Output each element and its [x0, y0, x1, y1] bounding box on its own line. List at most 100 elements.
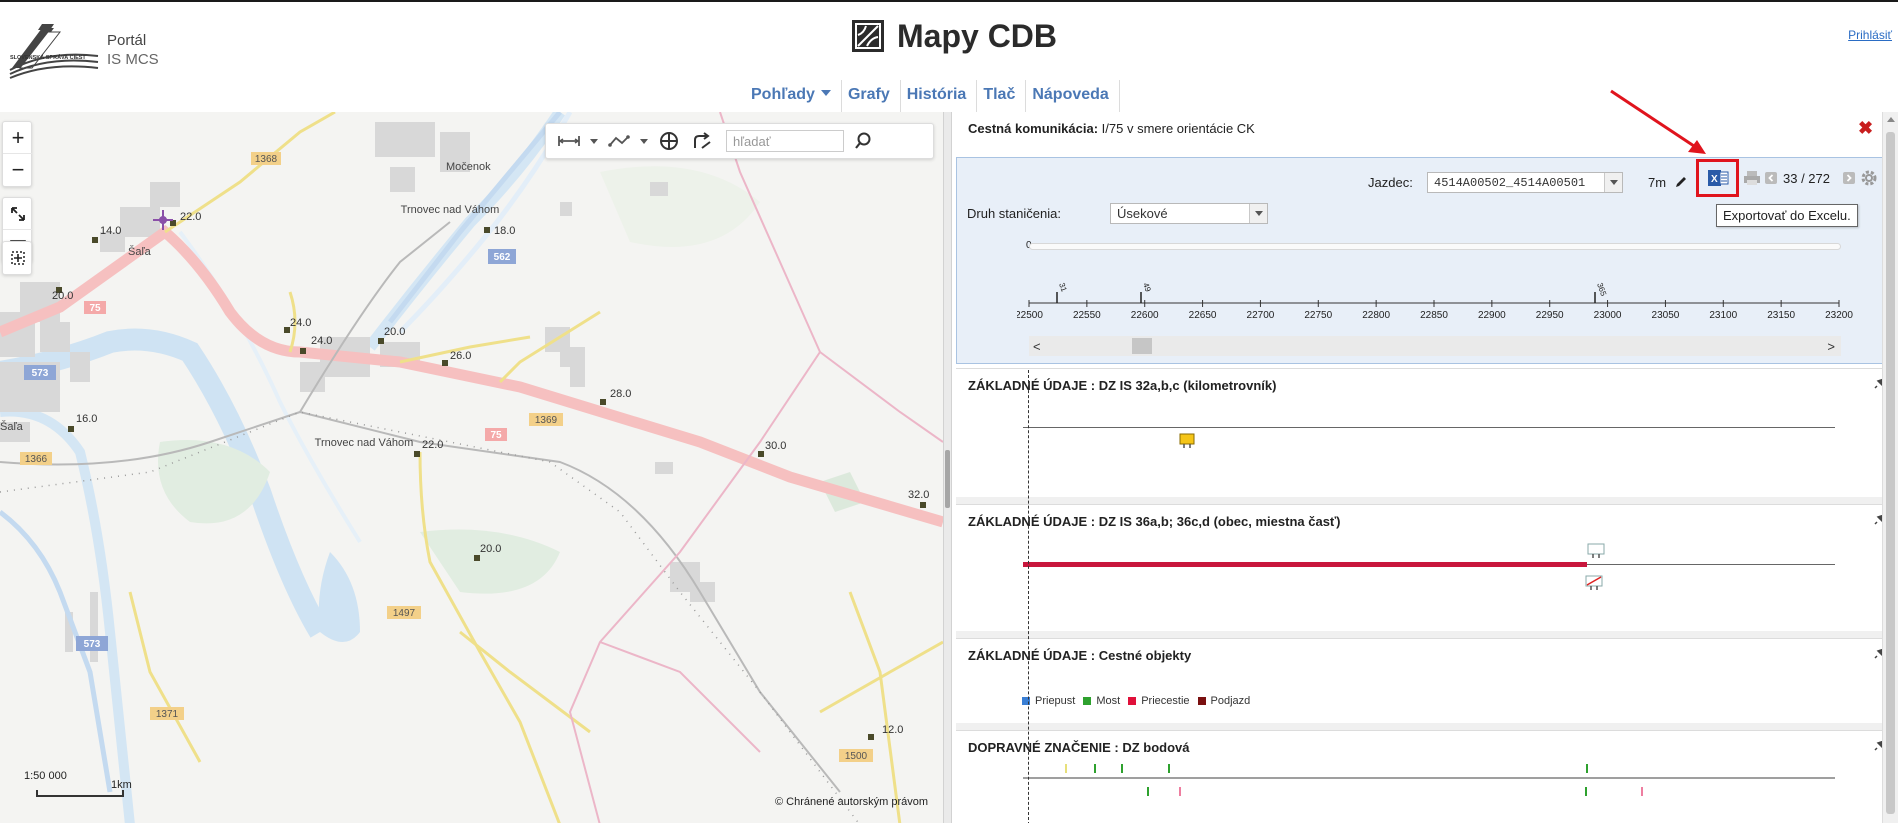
app-title-text: Mapy CDB: [897, 17, 1058, 54]
fullscreen-button[interactable]: [3, 198, 33, 230]
splitter-handle[interactable]: [945, 450, 950, 508]
svg-text:24.0: 24.0: [311, 335, 332, 347]
svg-text:22.0: 22.0: [422, 439, 443, 451]
station-axis: 22500 22550 22600 22650 22700 22750 22800 22850…: [1017, 282, 1853, 321]
gear-icon[interactable]: [1860, 169, 1878, 187]
menu-item-tlac[interactable]: Tlač: [977, 80, 1027, 112]
scroll-thumb[interactable]: [1132, 338, 1152, 354]
legend-item: Priecestie: [1128, 695, 1190, 707]
menu-item-pohlady[interactable]: Pohľady: [745, 80, 842, 112]
menu-item-napoveda[interactable]: Nápoveda: [1026, 80, 1120, 112]
extent-button[interactable]: [3, 242, 33, 274]
portal-subtitle: IS MCS: [107, 51, 159, 68]
measure-dropdown[interactable]: [588, 127, 600, 155]
svg-text:75: 75: [490, 430, 502, 441]
town-end-sign-icon[interactable]: [1585, 575, 1603, 591]
stationing-select[interactable]: Úsekové: [1110, 203, 1268, 224]
zoom-controls: + −: [2, 121, 33, 187]
zoom-in-button[interactable]: +: [3, 122, 33, 154]
station-marker-label: 31: [1057, 282, 1069, 294]
pin-icon[interactable]: [1874, 513, 1882, 525]
legend-swatch: [1022, 697, 1030, 705]
svg-text:18.0: 18.0: [494, 225, 515, 237]
login-link[interactable]: Prihlásiť: [1848, 28, 1892, 42]
polyline-icon: [608, 135, 630, 147]
menu-item-label: Pohľady: [751, 86, 815, 103]
path-dropdown[interactable]: [638, 127, 650, 155]
section-gap: [956, 631, 1882, 639]
axis-tick-label: 23200: [1825, 310, 1853, 321]
svg-text:20.0: 20.0: [480, 543, 501, 555]
timeline-scrollbar[interactable]: < >: [1029, 336, 1841, 356]
identify-button[interactable]: [654, 127, 684, 155]
rider-select[interactable]: 4514A00502_4514A00501: [1427, 172, 1623, 193]
stationing-select-value: Úsekové: [1117, 206, 1168, 221]
measure-distance-button[interactable]: [554, 127, 584, 155]
map-view[interactable]: Močenok Trnovec nad Váhom Šaľa Trnovec n…: [0, 112, 943, 823]
scale-bar: [36, 790, 124, 797]
search-button[interactable]: [848, 127, 878, 155]
crosshair-grid-icon: [11, 251, 25, 265]
legend-label: Priepust: [1035, 695, 1076, 707]
map-canvas[interactable]: Močenok Trnovec nad Váhom Šaľa Trnovec n…: [0, 112, 943, 823]
place-label: Trnovec nad Váhom: [315, 437, 414, 449]
municipality-range-bar[interactable]: [1023, 562, 1587, 567]
axis-tick-label: 23100: [1709, 310, 1737, 321]
place-label: Šaľa: [128, 245, 152, 258]
pencil-icon[interactable]: [1674, 175, 1688, 189]
town-sign-icon[interactable]: [1587, 543, 1605, 559]
scroll-left-arrow-icon[interactable]: <: [1033, 339, 1041, 354]
axis-tick-label: 22950: [1536, 310, 1564, 321]
scroll-right-arrow-icon[interactable]: >: [1827, 339, 1835, 354]
detail-panel: Cestná komunikácia: I/75 v smere orientá…: [952, 112, 1882, 823]
copyright-text: © Chránené autorským právom: [775, 796, 929, 808]
close-icon[interactable]: ✖: [1858, 118, 1874, 138]
ruler-icon: [558, 136, 580, 146]
route-button[interactable]: [688, 127, 718, 155]
section-title: ZÁKLADNÉ ÚDAJE : Cestné objekty: [968, 648, 1192, 663]
svg-text:562: 562: [494, 252, 511, 263]
axis-tick-label: 23050: [1652, 310, 1680, 321]
svg-text:28.0: 28.0: [610, 388, 631, 400]
svg-text:75: 75: [89, 303, 101, 314]
search-icon: [855, 132, 871, 149]
export-excel-button[interactable]: X: [1696, 159, 1739, 197]
legend-label: Priecestie: [1141, 695, 1190, 707]
axis-tick-label: 22600: [1131, 310, 1159, 321]
chevron-left-icon[interactable]: [1765, 172, 1777, 184]
svg-text:1369: 1369: [535, 415, 558, 426]
ssc-logo[interactable]: SLOVENSKÁ SPRÁVA CIEST: [8, 22, 100, 80]
pin-icon[interactable]: [1874, 647, 1882, 659]
svg-text:1371: 1371: [156, 709, 179, 720]
panel-title: Cestná komunikácia: I/75 v smere orientá…: [968, 121, 1255, 136]
axis-tick-label: 23150: [1767, 310, 1795, 321]
zoom-out-button[interactable]: −: [11, 157, 25, 182]
range-slider[interactable]: [1029, 243, 1841, 250]
sign-track[interactable]: [1016, 755, 1846, 823]
print-icon[interactable]: [1743, 170, 1761, 186]
map-extent: [2, 241, 32, 275]
chevron-right-icon[interactable]: [1843, 172, 1855, 184]
panel-scrollbar[interactable]: [1882, 112, 1898, 823]
chevron-down-icon: [1249, 204, 1267, 223]
legend-label: Most: [1096, 695, 1121, 707]
svg-text:16.0: 16.0: [76, 413, 97, 425]
section-obec: ZÁKLADNÉ ÚDAJE : DZ IS 36a,b; 36c,d (obe…: [956, 504, 1882, 639]
pin-icon[interactable]: [1874, 377, 1882, 389]
km-sign-icon[interactable]: [1179, 433, 1195, 449]
measure-path-button[interactable]: [604, 127, 634, 155]
axis-tick-label: 22850: [1420, 310, 1448, 321]
panel-splitter[interactable]: [943, 112, 952, 823]
map-search-input[interactable]: [726, 130, 844, 152]
section-cestne-objekty: ZÁKLADNÉ ÚDAJE : Cestné objekty Priepust…: [956, 638, 1882, 731]
scroll-thumb[interactable]: [1886, 132, 1895, 814]
section-title: ZÁKLADNÉ ÚDAJE : DZ IS 36a,b; 36c,d (obe…: [968, 514, 1341, 529]
menu-item-grafy[interactable]: Grafy: [842, 80, 901, 112]
station-marker-label: 365: [1595, 282, 1608, 298]
objects-legend: Priepust Most Priecestie Podjazd: [1022, 695, 1250, 707]
menu-item-historia[interactable]: História: [901, 80, 978, 112]
page-counter: 33 / 272: [1783, 171, 1830, 186]
location-marker-icon: [153, 210, 173, 230]
scroll-up-icon[interactable]: [1887, 117, 1895, 122]
pin-icon[interactable]: [1874, 739, 1882, 751]
